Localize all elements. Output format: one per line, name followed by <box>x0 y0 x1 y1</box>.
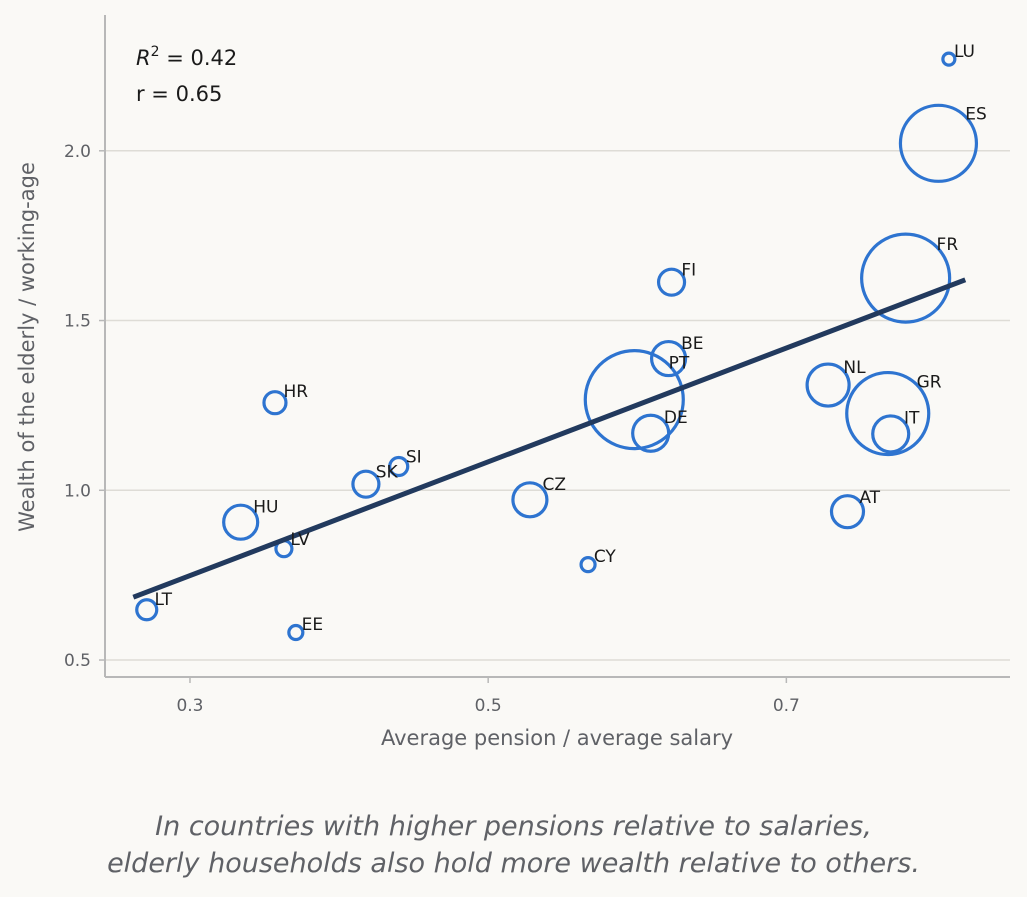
point-label-ee: EE <box>302 615 323 635</box>
point-label-cz: CZ <box>542 475 566 495</box>
r-squared-value-text: = <box>160 46 191 70</box>
data-point-hr <box>262 390 288 416</box>
point-label-si: SI <box>406 447 422 467</box>
data-point-be <box>649 339 688 378</box>
data-point-si <box>388 455 410 478</box>
point-label-gr: GR <box>917 373 942 393</box>
point-label-lt: LT <box>155 590 173 610</box>
point-label-it: IT <box>904 409 920 429</box>
point-label-nl: NL <box>843 358 866 378</box>
point-label-at: AT <box>859 488 880 508</box>
data-point-sk <box>351 469 381 499</box>
x-tick-label: 0.7 <box>773 696 800 716</box>
y-tick-label: 1.5 <box>64 312 91 332</box>
y-tick-label: 0.5 <box>64 651 91 671</box>
data-point-es <box>898 103 979 183</box>
y-tick-label: 1.0 <box>64 481 91 501</box>
point-label-fr: FR <box>937 235 959 255</box>
data-point-cy <box>579 556 597 574</box>
data-point-cz <box>511 481 549 519</box>
chart-caption: In countries with higher pensions relati… <box>0 808 1027 882</box>
tick-labels: 0.5 1.0 1.5 2.0 0.3 0.5 0.7 <box>64 142 800 716</box>
data-point-it <box>871 414 911 454</box>
r-squared-annotation: R2 = 0.42 <box>136 44 237 70</box>
data-point-fr <box>860 232 952 324</box>
data-point-de <box>631 413 671 453</box>
data-point-pt <box>583 349 685 451</box>
data-point-nl <box>805 362 851 408</box>
point-label-de: DE <box>664 408 688 428</box>
data-points <box>135 51 979 642</box>
point-label-sk: SK <box>376 462 399 482</box>
data-point-ee <box>287 623 305 642</box>
y-tick-label: 2.0 <box>64 142 91 162</box>
point-label-hu: HU <box>253 498 278 518</box>
x-tick-label: 0.3 <box>176 696 203 716</box>
point-labels: LT HU LV EE HR SK SI CZ CY PT DE FI BE NL AT GR IT FR ES LU <box>155 42 987 635</box>
data-point-gr <box>845 370 931 457</box>
regression-line-layer <box>132 277 967 600</box>
point-label-be: BE <box>681 334 703 354</box>
x-tick-label: 0.5 <box>475 696 502 716</box>
r-annotation: r = 0.65 <box>136 82 222 106</box>
y-axis-label: Wealth of the elderly / working-age <box>15 162 39 532</box>
point-label-fi: FI <box>681 260 696 280</box>
point-label-lv: LV <box>290 530 310 550</box>
data-point-fi <box>656 267 687 297</box>
axes <box>104 15 1010 678</box>
data-point-lu <box>941 51 957 67</box>
scatter-chart: 0.5 1.0 1.5 2.0 0.3 0.5 0.7 LT HU LV EE HR SK SI CZ CY… <box>15 15 1010 750</box>
x-axis-label: Average pension / average salary <box>381 726 733 750</box>
r-squared-value: 0.42 <box>190 46 237 70</box>
caption-line-2: elderly households also hold more wealth… <box>107 848 920 879</box>
regression-line <box>132 277 967 600</box>
point-label-lu: LU <box>954 42 975 62</box>
point-label-hr: HR <box>283 382 308 402</box>
point-label-cy: CY <box>594 547 617 567</box>
gridlines <box>105 150 1010 661</box>
data-point-lt <box>135 598 159 622</box>
caption-line-1: In countries with higher pensions relati… <box>155 811 872 842</box>
point-label-pt: PT <box>669 353 690 373</box>
data-point-at <box>829 494 866 530</box>
point-label-es: ES <box>965 104 987 124</box>
data-point-hu <box>222 503 260 541</box>
